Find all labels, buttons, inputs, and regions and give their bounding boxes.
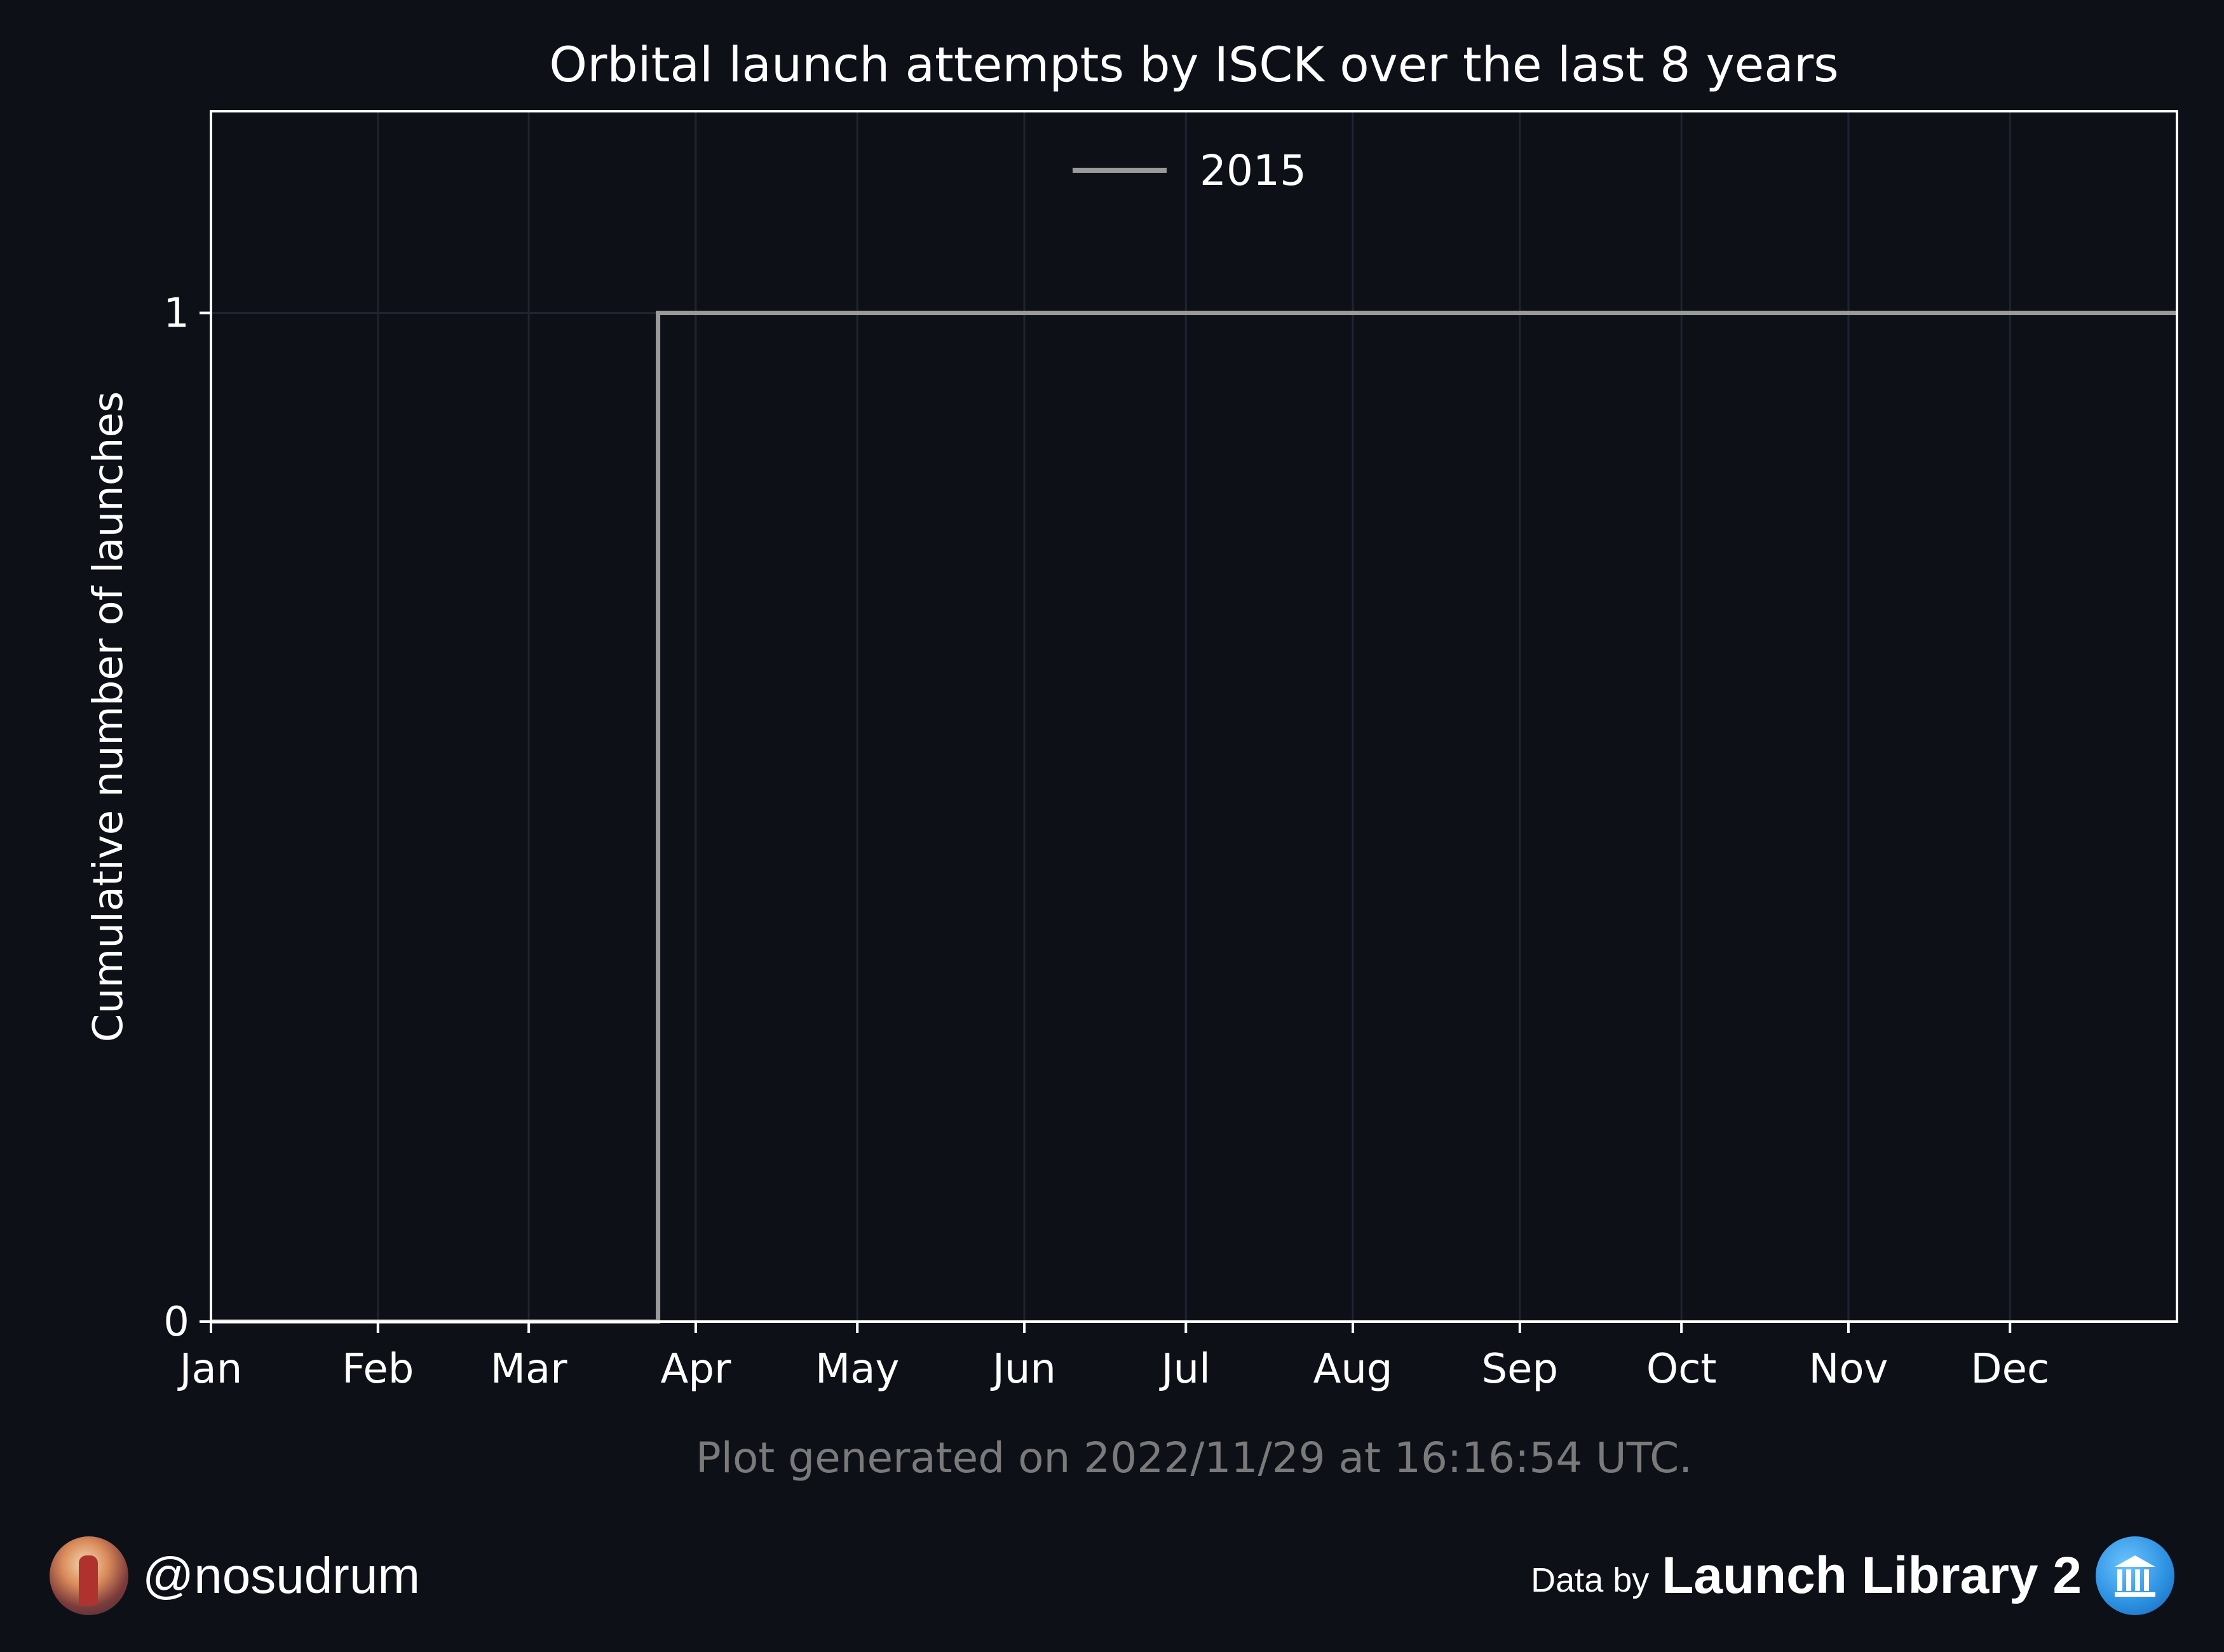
- x-tick-label: Feb: [342, 1346, 414, 1393]
- launch-library-label[interactable]: Launch Library 2: [1662, 1547, 2082, 1604]
- launch-library-logo-icon: [2096, 1536, 2174, 1615]
- x-tick-label: Apr: [661, 1346, 731, 1393]
- plot-frame: [210, 110, 2178, 1323]
- series-layer: [211, 311, 2177, 1324]
- y-tick-label: 1: [163, 290, 189, 337]
- series-line-2015: [211, 311, 2177, 1324]
- grid-lines: [210, 111, 2177, 1323]
- y-axis-label: Cumulative number of launches: [85, 391, 132, 1042]
- x-axis-ticks: Jan Feb Mar Apr May Jun Jul Aug Sep Oct Nov Dec: [177, 1322, 2049, 1393]
- author-credit: @nosudrum: [50, 1534, 420, 1617]
- y-tick-label: 0: [163, 1299, 189, 1346]
- generated-footnote: Plot generated on 2022/11/29 at 16:16:54…: [696, 1433, 1692, 1482]
- data-by-label: Data by: [1531, 1561, 1650, 1599]
- x-tick-label: Jul: [1159, 1346, 1210, 1393]
- x-tick-label: May: [815, 1346, 899, 1393]
- x-tick-label: Oct: [1646, 1346, 1717, 1393]
- legend-label: 2015: [1200, 146, 1306, 195]
- x-tick-label: Nov: [1808, 1346, 1888, 1393]
- x-tick-label: Mar: [491, 1346, 567, 1393]
- legend: 2015: [1073, 146, 1306, 195]
- x-tick-label: Dec: [1970, 1346, 2049, 1393]
- author-handle[interactable]: @nosudrum: [142, 1547, 420, 1604]
- avatar: [50, 1536, 128, 1615]
- data-source-credit: Data by Launch Library 2: [1531, 1534, 2174, 1617]
- x-tick-label: Aug: [1313, 1346, 1393, 1393]
- x-tick-label: Jun: [990, 1346, 1056, 1393]
- y-axis-ticks: 01: [163, 290, 211, 1346]
- x-tick-label: Sep: [1482, 1346, 1559, 1393]
- chart-title: Orbital launch attempts by ISCK over the…: [549, 36, 1838, 93]
- x-tick-label: Jan: [177, 1346, 243, 1393]
